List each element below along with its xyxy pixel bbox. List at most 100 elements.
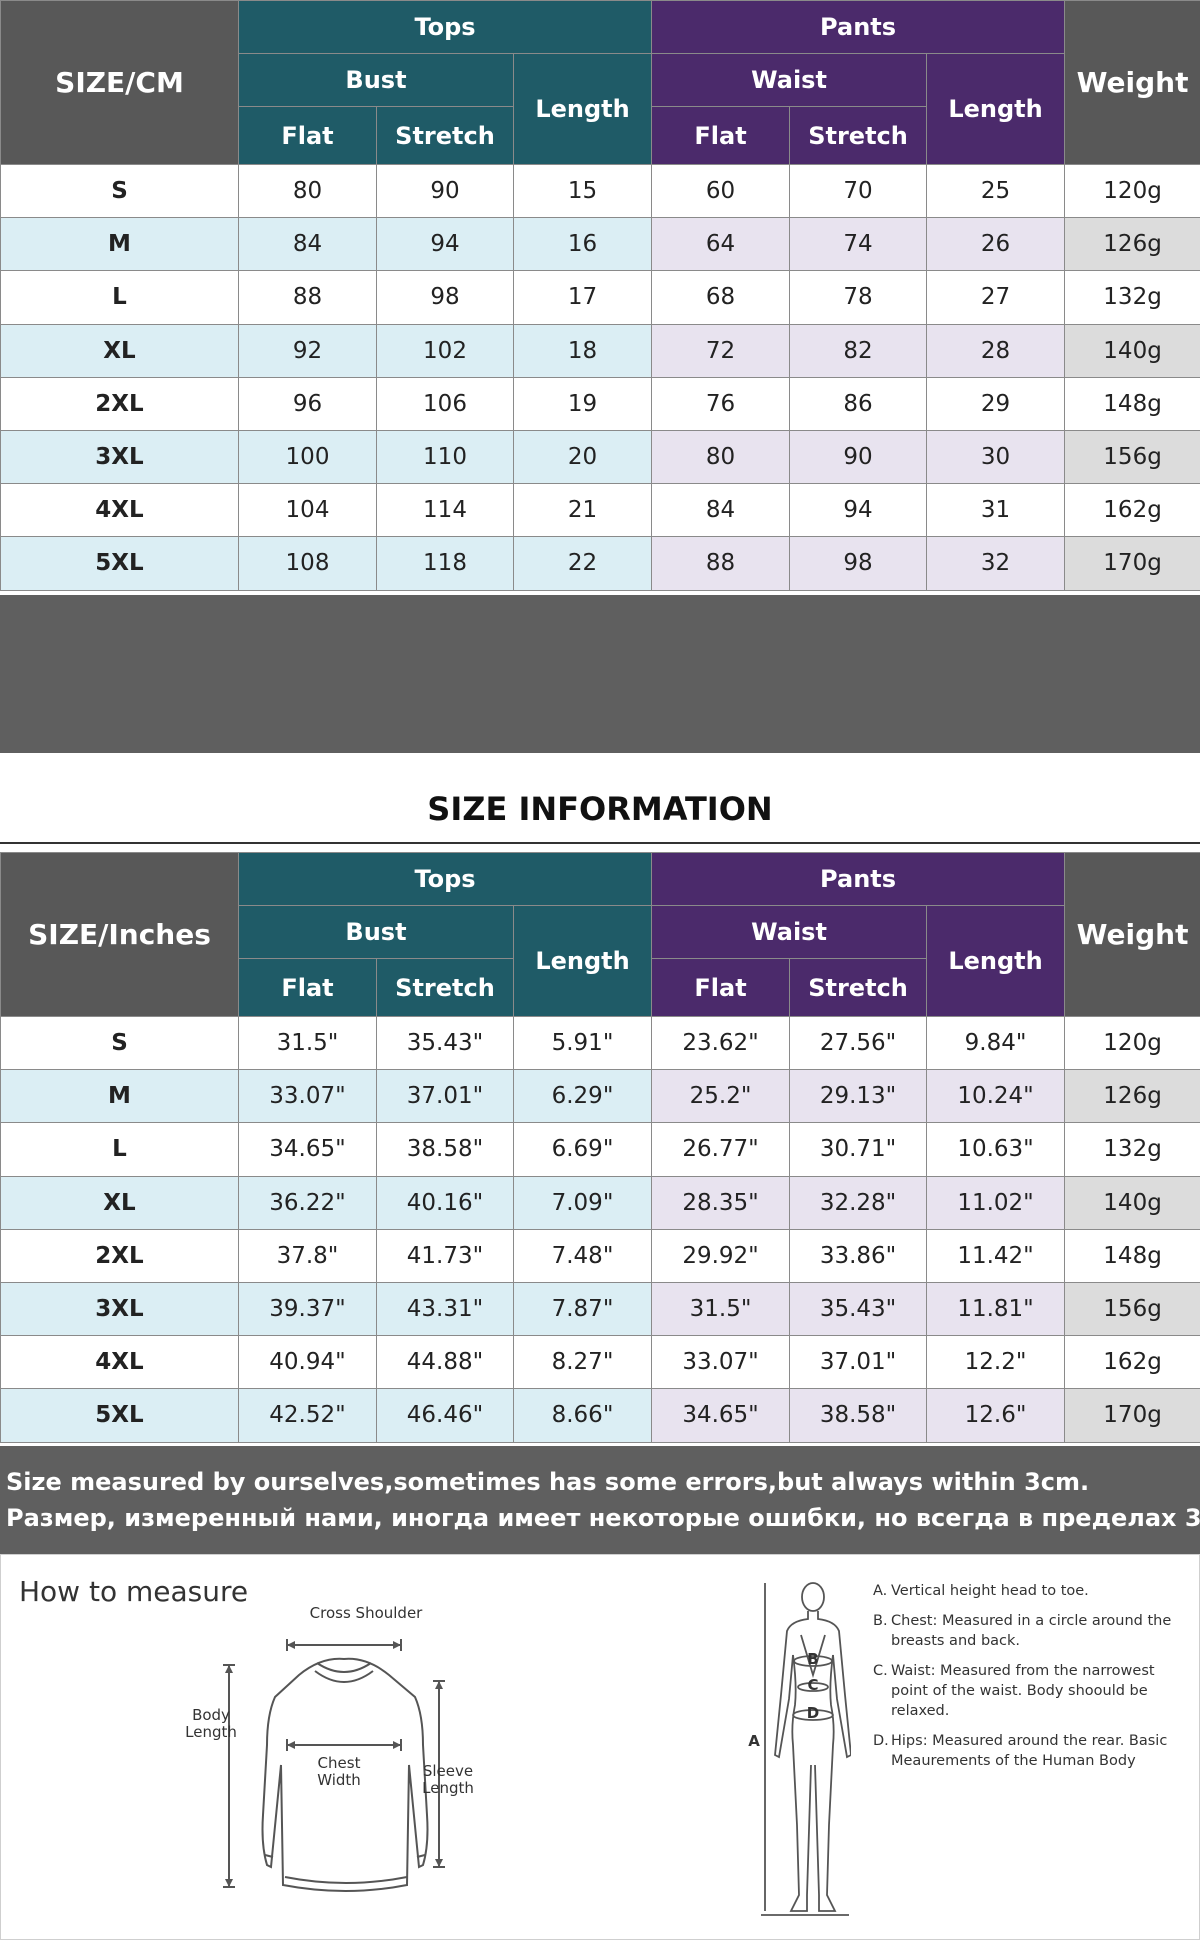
weight-header: Weight [1064, 852, 1200, 1017]
measurement-cell: 9.84" [926, 1015, 1066, 1071]
measurement-cell: 148g [1064, 376, 1200, 431]
measurement-cell: 44.88" [376, 1335, 514, 1390]
size-cell: 3XL [0, 429, 239, 485]
measurement-cell: 156g [1064, 1281, 1200, 1337]
measurement-cell: 31 [926, 483, 1066, 538]
measurement-cell: 43.31" [376, 1281, 514, 1337]
size-cell: 4XL [0, 483, 239, 538]
size-table-cm-body: S 80 90 15 60 70 25 120g M 84 94 16 64 74 26 126g L 88 98 1… [0, 163, 1200, 591]
measurement-cell: 7.48" [512, 1228, 653, 1283]
measurement-cell: 6.29" [512, 1069, 653, 1124]
weight-header: Weight [1064, 0, 1200, 165]
measurement-cell: 88 [238, 270, 377, 325]
table-row: 4XL 40.94" 44.88" 8.27" 33.07" 37.01" 12.2" 162… [0, 1335, 1200, 1390]
measurement-cell: 104 [238, 483, 377, 538]
size-column-header: SIZE/CM [0, 0, 239, 165]
measurement-cell: 118 [376, 536, 514, 591]
table-row: XL 36.22" 40.16" 7.09" 28.35" 32.28" 11.02" 140… [0, 1175, 1200, 1230]
body-measure-notes: A. Vertical height head to toe. B. Chest: … [873, 1581, 1193, 1781]
size-cell: S [0, 163, 239, 219]
measurement-cell: 30 [926, 429, 1066, 485]
measurement-cell: 37.8" [238, 1228, 377, 1283]
measurement-cell: 10.24" [926, 1069, 1066, 1124]
waist-stretch-header: Stretch [789, 958, 928, 1017]
measurement-cell: 25.2" [651, 1069, 791, 1124]
measurement-cell: 23.62" [651, 1015, 791, 1071]
measurement-cell: 31.5" [651, 1281, 791, 1337]
sweater-outline-icon [223, 1639, 445, 1892]
table-row: 5XL 108 118 22 88 98 32 170g [0, 536, 1200, 591]
measurement-cell: 29.13" [789, 1069, 928, 1124]
measurement-cell: 132g [1064, 270, 1200, 325]
measurement-cell: 132g [1064, 1122, 1200, 1177]
measurement-cell: 33.07" [238, 1069, 377, 1124]
measurement-cell: 8.66" [512, 1388, 653, 1443]
measurement-cell: 7.09" [512, 1175, 653, 1230]
measurement-cell: 90 [789, 429, 928, 485]
size-cell: 4XL [0, 1335, 239, 1390]
size-column-header: SIZE/Inches [0, 852, 239, 1017]
waist-stretch-header: Stretch [789, 106, 928, 165]
measurement-cell: 33.07" [651, 1335, 791, 1390]
measurement-cell: 19 [512, 376, 653, 431]
size-cell: XL [0, 323, 239, 378]
measurement-cell: 86 [789, 376, 928, 431]
bust-flat-header: Flat [238, 958, 377, 1017]
measurement-cell: 38.58" [376, 1122, 514, 1177]
measurement-cell: 114 [376, 483, 514, 538]
marker-d: D [806, 1704, 820, 1722]
measurement-cell: 11.42" [926, 1228, 1066, 1283]
tops-header: Tops [237, 0, 653, 54]
measurement-cell: 16 [512, 217, 653, 272]
measurement-cell: 28 [926, 323, 1066, 378]
measurement-cell: 33.86" [789, 1228, 928, 1283]
measurement-cell: 21 [512, 483, 653, 538]
table-row: M 84 94 16 64 74 26 126g [0, 217, 1200, 272]
table-row: XL 92 102 18 72 82 28 140g [0, 323, 1200, 378]
tops-length-header: Length [512, 53, 653, 165]
size-cell: 5XL [0, 1388, 239, 1443]
measurement-cell: 76 [651, 376, 791, 431]
measurement-cell: 37.01" [376, 1069, 514, 1124]
measurement-cell: 7.87" [512, 1281, 653, 1337]
measurement-cell: 148g [1064, 1228, 1200, 1283]
measurement-cell: 36.22" [238, 1175, 377, 1230]
measurement-cell: 82 [789, 323, 928, 378]
pants-length-header: Length [926, 905, 1066, 1017]
measurement-cell: 20 [512, 429, 653, 485]
measurement-cell: 11.02" [926, 1175, 1066, 1230]
measurement-cell: 108 [238, 536, 377, 591]
measurement-cell: 162g [1064, 483, 1200, 538]
measurement-cell: 94 [789, 483, 928, 538]
bust-stretch-header: Stretch [376, 106, 514, 165]
measurement-cell: 84 [238, 217, 377, 272]
size-cell: 2XL [0, 376, 239, 431]
measurement-cell: 12.6" [926, 1388, 1066, 1443]
cross-shoulder-label: Cross Shoulder [309, 1604, 423, 1622]
size-cell: M [0, 217, 239, 272]
size-table-cm: SIZE/CM Tops Pants Weight Bust Length Wa… [0, 0, 1200, 591]
measurement-cell: 100 [238, 429, 377, 485]
body-note-d: D. Hips: Measured around the rear. Basic … [873, 1733, 1168, 1769]
bust-header: Bust [238, 53, 514, 107]
size-cell: S [0, 1015, 239, 1071]
measurement-cell: 80 [651, 429, 791, 485]
measurement-cell: 98 [789, 536, 928, 591]
measurement-cell: 70 [789, 163, 928, 219]
pants-header: Pants [651, 0, 1066, 54]
measurement-cell: 8.27" [512, 1335, 653, 1390]
measurement-cell: 26 [926, 217, 1066, 272]
measurement-cell: 32.28" [789, 1175, 928, 1230]
measurement-cell: 106 [376, 376, 514, 431]
size-table-inches: SIZE/Inches Tops Pants Weight Bust Lengt… [0, 852, 1200, 1443]
measurement-cell: 72 [651, 323, 791, 378]
table-row: S 80 90 15 60 70 25 120g [0, 163, 1200, 219]
measurement-cell: 84 [651, 483, 791, 538]
title-divider [0, 842, 1200, 844]
measurement-cell: 40.16" [376, 1175, 514, 1230]
size-cell: L [0, 270, 239, 325]
waist-header: Waist [651, 53, 928, 107]
table-row: S 31.5" 35.43" 5.91" 23.62" 27.56" 9.84" 120g [0, 1015, 1200, 1071]
measurement-cell: 18 [512, 323, 653, 378]
measurement-cell: 140g [1064, 1175, 1200, 1230]
